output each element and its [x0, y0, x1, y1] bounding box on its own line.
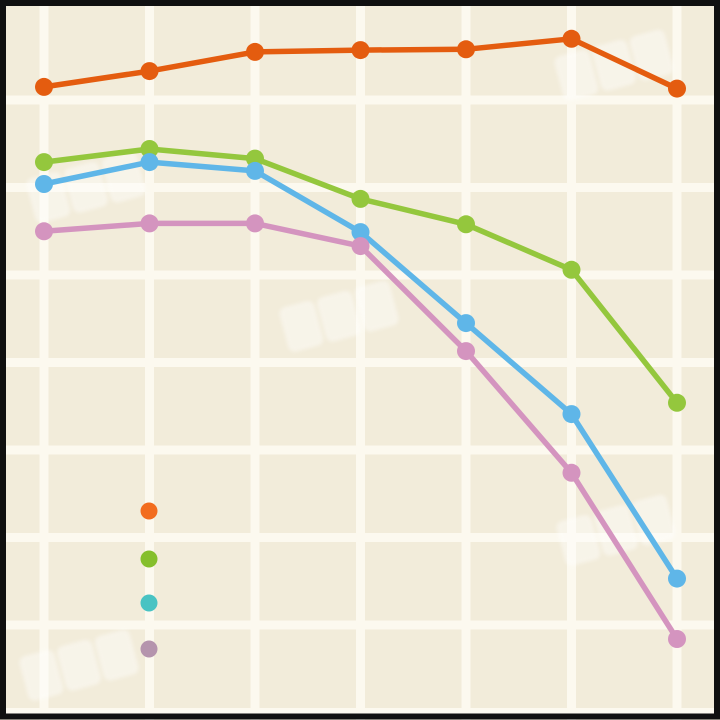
data-point-orange	[562, 29, 581, 48]
watermark-glyph	[19, 650, 64, 701]
legend-dot-orange	[140, 502, 158, 520]
gridline-horizontal	[0, 183, 720, 192]
data-point-orange	[457, 40, 475, 59]
data-point-pink	[457, 342, 475, 361]
data-point-green	[246, 149, 264, 168]
legend-dot-teal	[140, 594, 158, 612]
watermark-stamp	[556, 494, 676, 566]
data-point-blue	[246, 161, 264, 180]
gridline-horizontal	[0, 358, 720, 367]
watermark-glyph	[554, 50, 599, 101]
watermark-glyph	[594, 504, 638, 556]
watermark-glyph	[631, 494, 676, 546]
data-point-orange	[35, 77, 53, 96]
data-point-blue	[668, 569, 686, 588]
data-point-pink	[246, 214, 264, 233]
legend-dot-mauve	[140, 640, 158, 658]
watermark-stamp	[554, 29, 674, 101]
data-point-green	[457, 215, 475, 234]
data-point-green	[562, 260, 581, 279]
data-point-blue	[351, 223, 370, 242]
gridline-horizontal	[0, 620, 720, 630]
watermark-glyph	[317, 290, 361, 342]
gridline-horizontal	[0, 270, 720, 280]
data-point-orange	[351, 41, 370, 60]
gridline-horizontal	[0, 445, 720, 455]
data-point-orange	[246, 42, 264, 61]
data-point-blue	[35, 175, 53, 193]
data-point-green	[35, 153, 53, 172]
data-point-pink	[140, 214, 159, 233]
data-point-pink	[35, 222, 53, 241]
data-point-green	[140, 140, 159, 158]
watermark-glyph	[57, 639, 101, 691]
legend-dot-green	[140, 550, 158, 568]
gridline-horizontal	[0, 533, 720, 542]
watermark-glyph	[629, 29, 674, 81]
watermark-stamp	[19, 629, 139, 701]
watermark-glyph	[354, 280, 399, 332]
watermark-glyph	[94, 629, 139, 681]
watermark-glyph	[279, 301, 324, 352]
gridline-horizontal	[0, 708, 720, 717]
watermark-stamp	[279, 280, 399, 352]
data-point-orange	[668, 79, 686, 98]
data-point-pink	[668, 630, 686, 648]
data-point-orange	[140, 62, 159, 81]
gridline-horizontal	[0, 95, 720, 105]
data-point-blue	[457, 314, 475, 333]
data-point-green	[668, 393, 686, 412]
data-point-pink	[351, 237, 370, 256]
data-point-blue	[140, 153, 159, 172]
watermark-glyph	[556, 515, 601, 566]
data-point-green	[351, 189, 370, 208]
data-point-blue	[562, 405, 581, 424]
data-point-pink	[562, 463, 581, 482]
